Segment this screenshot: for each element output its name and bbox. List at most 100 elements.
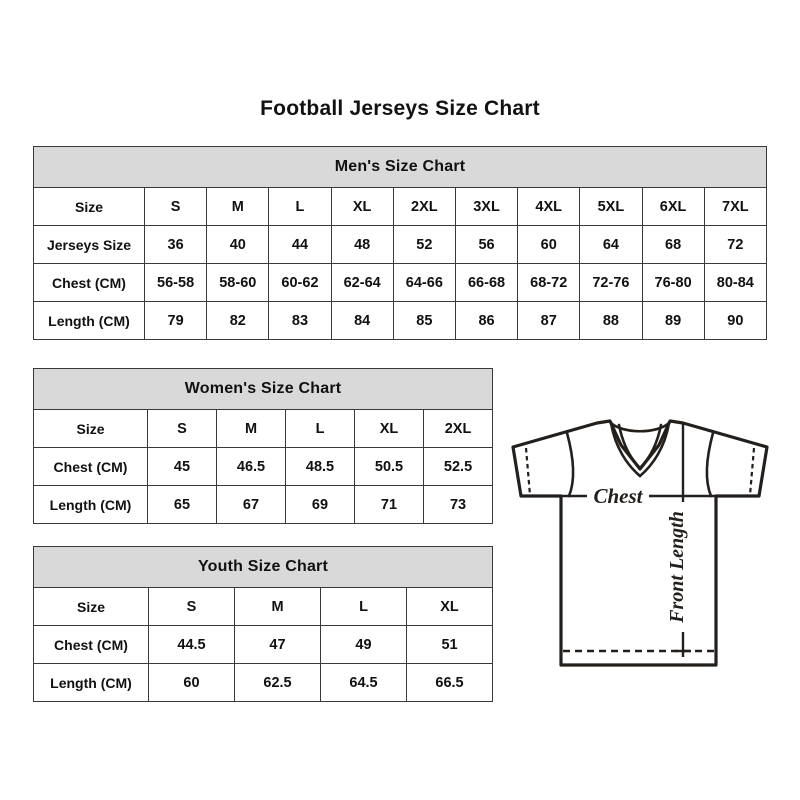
row-header-chest: Chest (CM) — [33, 625, 149, 664]
column-header-size: Size — [33, 587, 149, 626]
table-cell: 64 — [579, 225, 643, 264]
table-row: Length (CM) 79 82 83 84 85 86 87 88 89 9… — [33, 301, 767, 340]
table-cell: 62.5 — [234, 663, 321, 702]
womens-size-chart-table: Women's Size Chart Size S M L XL 2XL Che… — [32, 368, 494, 524]
table-caption-row: Men's Size Chart — [33, 146, 767, 188]
table-caption-row: Youth Size Chart — [32, 546, 494, 588]
column-header-m: M — [216, 409, 286, 448]
table-cell: 47 — [234, 625, 321, 664]
chest-label: Chest — [593, 484, 643, 508]
table-cell: 44 — [268, 225, 332, 264]
column-header-s: S — [148, 587, 235, 626]
column-header-m: M — [234, 587, 321, 626]
table-cell: 45 — [147, 447, 217, 486]
column-header-s: S — [143, 187, 208, 226]
table-cell: 66.5 — [405, 663, 494, 702]
page-title: Football Jerseys Size Chart — [260, 97, 540, 120]
table-cell: 89 — [641, 301, 705, 340]
table-cell: 83 — [268, 301, 332, 340]
table-cell: 65 — [147, 485, 217, 524]
table-cell: 64.5 — [320, 663, 407, 702]
table-cell: 56-58 — [143, 263, 208, 302]
table-cell: 52.5 — [422, 447, 494, 486]
table-cell: 88 — [579, 301, 643, 340]
table-cell: 66-68 — [454, 263, 519, 302]
table-cell: 84 — [330, 301, 394, 340]
table-caption-row: Women's Size Chart — [32, 368, 494, 410]
column-header-l: L — [285, 409, 355, 448]
table-cell: 76-80 — [641, 263, 705, 302]
row-header-length: Length (CM) — [33, 301, 145, 340]
column-header-xl: XL — [354, 409, 424, 448]
row-header-length: Length (CM) — [33, 485, 148, 524]
table-cell: 36 — [143, 225, 208, 264]
table-cell: 60 — [517, 225, 581, 264]
table-cell: 85 — [392, 301, 456, 340]
table-cell: 62-64 — [330, 263, 394, 302]
table-cell: 87 — [517, 301, 581, 340]
table-row: Chest (CM) 56-58 58-60 60-62 62-64 64-66… — [33, 263, 767, 302]
column-header-6xl: 6XL — [641, 187, 705, 226]
table-cell: 44.5 — [148, 625, 235, 664]
column-header-7xl: 7XL — [703, 187, 767, 226]
column-header-2xl: 2XL — [392, 187, 456, 226]
column-header-3xl: 3XL — [454, 187, 519, 226]
table-cell: 72-76 — [579, 263, 643, 302]
column-header-s: S — [147, 409, 217, 448]
table-cell: 67 — [216, 485, 286, 524]
youth-size-chart-table: Youth Size Chart Size S M L XL Chest (CM… — [32, 546, 494, 702]
table-cell: 90 — [703, 301, 767, 340]
column-header-size: Size — [33, 409, 148, 448]
table-cell: 72 — [703, 225, 767, 264]
jersey-outline — [511, 419, 769, 667]
column-header-4xl: 4XL — [517, 187, 581, 226]
table-row: Jerseys Size 36 40 44 48 52 56 60 64 68 … — [33, 225, 767, 264]
table-cell: 82 — [206, 301, 270, 340]
jersey-measurement-diagram: Chest Front Length — [497, 407, 787, 697]
table-cell: 52 — [392, 225, 456, 264]
collar-top-arc — [609, 421, 671, 433]
table-row: Length (CM) 60 62.5 64.5 66.5 — [33, 663, 494, 702]
table-cell: 60-62 — [268, 263, 332, 302]
row-header-length: Length (CM) — [33, 663, 149, 702]
column-header-2xl: 2XL — [422, 409, 494, 448]
table-cell: 68 — [641, 225, 705, 264]
table-cell: 68-72 — [517, 263, 581, 302]
column-header-5xl: 5XL — [579, 187, 643, 226]
table-cell: 86 — [454, 301, 519, 340]
youth-table-caption: Youth Size Chart — [32, 546, 494, 588]
table-row: Chest (CM) 45 46.5 48.5 50.5 52.5 — [33, 447, 494, 486]
table-row: Length (CM) 65 67 69 71 73 — [33, 485, 494, 524]
mens-size-chart-table: Men's Size Chart Size S M L XL 2XL 3XL 4… — [33, 146, 767, 340]
column-header-l: L — [320, 587, 407, 626]
row-header-chest: Chest (CM) — [33, 263, 145, 302]
table-cell: 58-60 — [206, 263, 270, 302]
table-cell: 49 — [320, 625, 407, 664]
table-cell: 50.5 — [354, 447, 424, 486]
table-cell: 71 — [354, 485, 424, 524]
womens-table-caption: Women's Size Chart — [32, 368, 494, 410]
mens-table-caption: Men's Size Chart — [33, 146, 767, 188]
column-header-m: M — [206, 187, 270, 226]
table-header-row: Size S M L XL 2XL 3XL 4XL 5XL 6XL 7XL — [33, 187, 767, 226]
collar-outer-band — [609, 421, 671, 478]
table-header-row: Size S M L XL 2XL — [33, 409, 494, 448]
table-cell: 40 — [206, 225, 270, 264]
table-header-row: Size S M L XL — [33, 587, 494, 626]
table-cell: 79 — [143, 301, 208, 340]
front-length-label: Front Length — [666, 511, 688, 624]
row-header-chest: Chest (CM) — [33, 447, 148, 486]
table-cell: 48 — [330, 225, 394, 264]
table-cell: 80-84 — [703, 263, 767, 302]
table-cell: 60 — [148, 663, 235, 702]
right-armhole-seam — [705, 431, 715, 498]
column-header-l: L — [268, 187, 332, 226]
column-header-xl: XL — [330, 187, 394, 226]
table-cell: 48.5 — [285, 447, 355, 486]
table-row: Chest (CM) 44.5 47 49 51 — [33, 625, 494, 664]
table-cell: 64-66 — [392, 263, 456, 302]
table-cell: 56 — [454, 225, 519, 264]
collar-inner-band — [617, 423, 663, 470]
left-armhole-seam — [565, 431, 575, 498]
table-cell: 46.5 — [216, 447, 286, 486]
